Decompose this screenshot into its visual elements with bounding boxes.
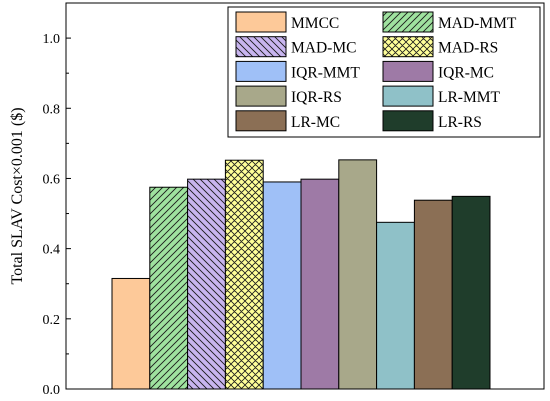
legend-label-lr-mmt: LR-MMT <box>438 89 501 106</box>
legend-swatch-mad-rs <box>382 36 434 58</box>
bar-mad-mmt <box>149 186 189 390</box>
legend-label-mad-mmt: MAD-MMT <box>438 15 517 32</box>
legend-label-mad-mc: MAD-MC <box>291 40 356 57</box>
legend: MMCC MAD-MMT MAD-MC MAD-RS IQR-MMT IQR-MC IQR-… <box>227 6 541 138</box>
legend-swatch-iqr-mc <box>382 60 434 82</box>
y-tick-label: 0.0 <box>43 383 61 398</box>
legend-label-mmcc: MMCC <box>291 15 339 32</box>
y-axis-title: Total SLAV Cost×0.001 ($) <box>9 107 26 284</box>
legend-swatch-mmcc <box>235 11 287 33</box>
bar-lr-mmt <box>376 221 415 390</box>
legend-label-lr-rs: LR-RS <box>438 114 482 131</box>
legend-swatch-lr-mmt <box>382 85 434 107</box>
y-tick-label: 0.4 <box>43 243 61 258</box>
y-tick-label: 1.0 <box>43 32 61 47</box>
legend-label-iqr-mc: IQR-MC <box>438 64 494 81</box>
legend-label-mad-rs: MAD-RS <box>438 40 498 57</box>
bar-iqr-rs <box>338 159 378 390</box>
bar-mad-rs <box>224 159 264 390</box>
bar-iqr-mmt <box>262 181 302 390</box>
bar-iqr-mc <box>300 178 340 390</box>
legend-swatch-mad-mc <box>235 36 287 58</box>
bar-mad-mc <box>187 178 226 390</box>
legend-swatch-iqr-mmt <box>235 60 287 82</box>
bar-lr-rs <box>451 195 491 390</box>
bar-lr-mc <box>413 199 453 390</box>
y-tick-label: 0.8 <box>43 102 61 117</box>
legend-label-iqr-rs: IQR-RS <box>291 89 342 106</box>
legend-swatch-mad-mmt <box>382 11 434 33</box>
bar-mmcc <box>111 277 151 390</box>
y-tick-label: 0.6 <box>43 172 61 187</box>
legend-swatch-lr-rs <box>382 110 434 132</box>
legend-swatch-iqr-rs <box>235 85 287 107</box>
bars <box>111 159 491 390</box>
y-axis: 0.0 0.2 0.4 0.6 0.8 1.0 <box>43 32 71 398</box>
y-tick-label: 0.2 <box>43 313 61 328</box>
legend-label-lr-mc: LR-MC <box>291 114 340 131</box>
legend-label-iqr-mmt: IQR-MMT <box>291 64 360 81</box>
legend-swatch-lr-mc <box>235 110 287 132</box>
